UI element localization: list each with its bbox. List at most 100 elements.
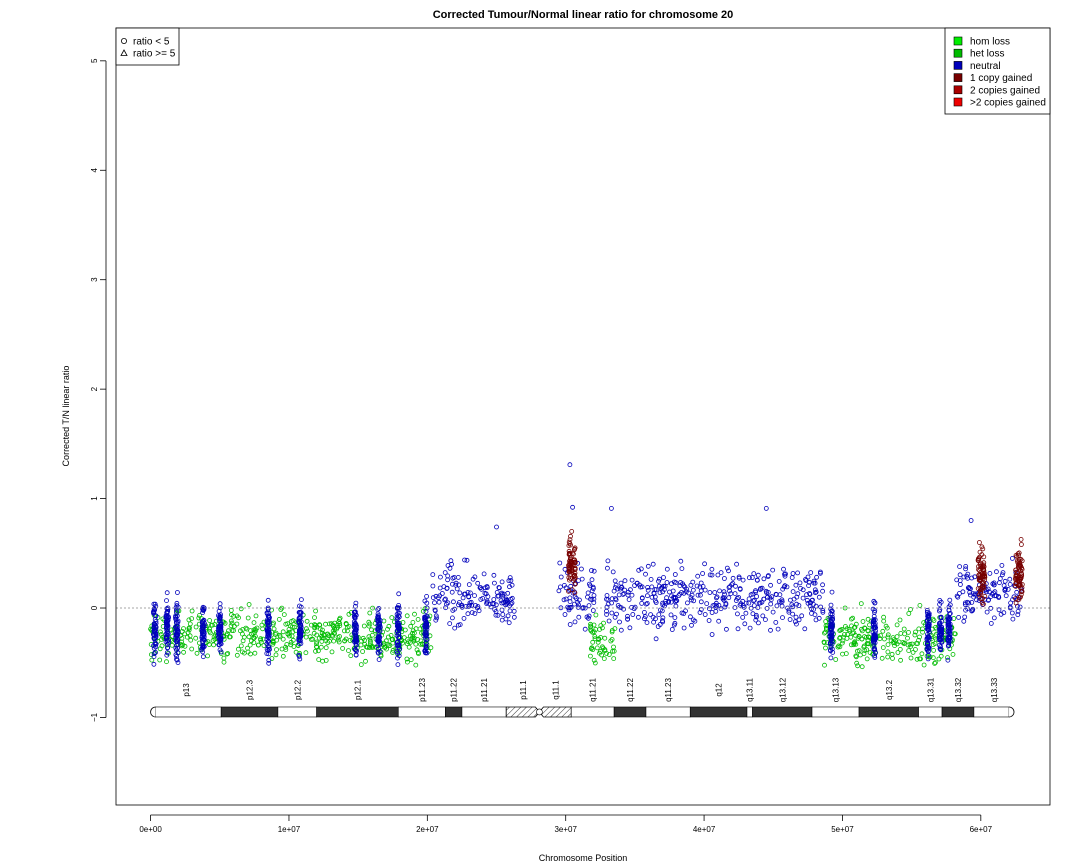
data-point — [885, 654, 891, 660]
data-point — [591, 596, 597, 602]
data-point — [994, 569, 999, 575]
data-point — [905, 635, 910, 641]
data-point — [987, 571, 993, 576]
data-point — [1017, 583, 1023, 589]
data-point — [430, 572, 436, 577]
data-point — [856, 648, 862, 653]
data-point — [592, 636, 598, 642]
data-point — [1019, 542, 1024, 547]
data-point — [482, 590, 488, 596]
data-point — [430, 583, 436, 589]
data-point — [175, 618, 181, 624]
data-point — [751, 603, 757, 608]
data-point — [861, 644, 867, 650]
data-point — [346, 624, 352, 629]
data-point — [184, 634, 190, 640]
data-point — [591, 600, 597, 605]
shape-legend-label: ratio >= 5 — [133, 49, 176, 60]
data-point — [193, 635, 199, 641]
data-point — [567, 599, 573, 604]
data-point — [433, 613, 439, 619]
data-point — [211, 642, 217, 648]
data-point — [871, 635, 877, 640]
data-point — [445, 600, 451, 606]
data-point — [961, 618, 967, 624]
data-point — [709, 566, 715, 572]
data-point — [298, 641, 304, 646]
data-point — [174, 623, 180, 629]
data-point — [878, 633, 883, 638]
data-point — [323, 645, 329, 651]
data-point — [358, 642, 364, 648]
data-point — [642, 616, 647, 622]
data-point — [200, 643, 206, 648]
data-point — [809, 611, 814, 616]
ideogram-band — [220, 706, 279, 718]
data-point — [394, 623, 400, 629]
data-point — [939, 624, 944, 630]
band-label: q11.23 — [664, 677, 673, 701]
data-point — [234, 621, 240, 627]
data-point — [996, 607, 1002, 613]
data-point — [189, 646, 195, 652]
data-point — [657, 590, 663, 596]
data-point — [803, 578, 809, 583]
data-point — [266, 660, 272, 666]
data-point — [217, 614, 223, 620]
data-point — [572, 576, 578, 581]
data-point — [153, 644, 159, 650]
data-point — [235, 646, 241, 652]
data-point — [566, 588, 571, 594]
data-point — [704, 601, 710, 606]
data-point — [978, 589, 983, 595]
data-point — [164, 627, 170, 633]
data-point — [509, 595, 515, 601]
data-point — [266, 657, 272, 663]
data-point — [720, 596, 726, 602]
data-point — [814, 574, 819, 580]
data-point — [509, 582, 515, 588]
data-point — [974, 597, 979, 603]
data-point — [511, 608, 517, 614]
data-point — [343, 636, 349, 642]
data-point — [314, 641, 319, 647]
data-point — [802, 626, 808, 632]
data-point — [353, 639, 359, 645]
data-point — [901, 626, 907, 632]
data-point — [575, 605, 581, 610]
data-point — [475, 604, 481, 609]
data-point — [312, 615, 317, 620]
data-point — [800, 595, 806, 601]
data-point — [199, 628, 205, 634]
data-point — [266, 627, 272, 633]
data-point — [266, 614, 272, 620]
data-point — [228, 623, 234, 629]
data-point — [676, 593, 682, 598]
data-point — [913, 629, 918, 635]
data-point — [449, 561, 455, 567]
data-point — [658, 585, 664, 591]
data-point — [773, 591, 779, 597]
data-point — [630, 612, 636, 617]
ideogram-q-end — [1008, 706, 1015, 718]
data-point — [169, 642, 175, 648]
data-point — [621, 606, 626, 612]
data-point — [422, 617, 428, 622]
data-point — [689, 597, 694, 603]
data-point — [368, 642, 373, 648]
data-point — [323, 621, 328, 627]
data-point — [574, 596, 579, 601]
data-point — [842, 605, 848, 611]
data-point — [218, 622, 224, 628]
data-point — [376, 621, 382, 627]
data-point — [617, 604, 622, 610]
data-point — [428, 645, 434, 651]
data-point — [673, 603, 679, 609]
data-point — [332, 631, 338, 636]
data-point — [346, 648, 351, 653]
data-point — [997, 576, 1003, 581]
data-point — [770, 567, 776, 573]
data-point — [503, 598, 509, 603]
data-point — [894, 641, 900, 647]
data-point — [572, 545, 578, 551]
